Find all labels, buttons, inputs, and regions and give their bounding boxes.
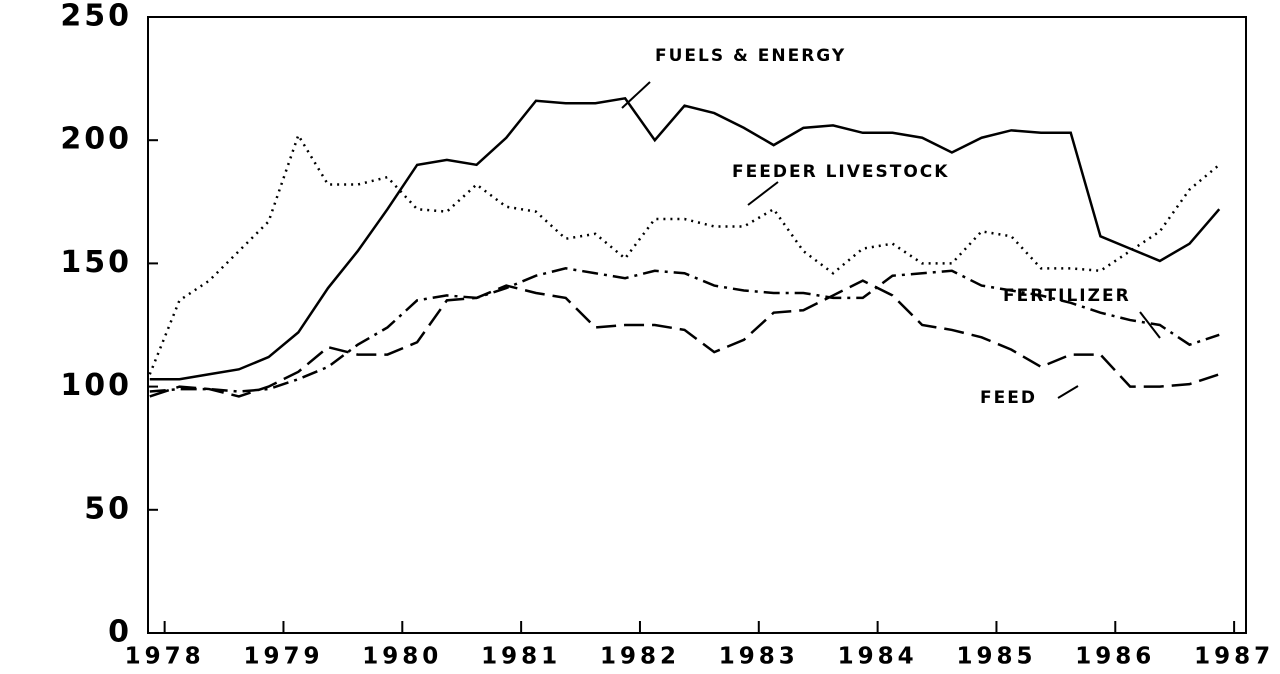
x-tick-label: 1978 (125, 644, 205, 670)
series-label: FERTILIZER (1003, 286, 1131, 306)
series-line (148, 132, 1221, 375)
y-tick-label: 50 (84, 491, 132, 526)
plot-frame (147, 16, 1247, 634)
x-tick-label: 1979 (243, 644, 323, 670)
series-label: FEED (980, 388, 1037, 408)
series-label: FUELS & ENERGY (655, 46, 846, 66)
leader-line (621, 81, 651, 109)
x-tick-label: 1987 (1194, 644, 1274, 670)
x-tick-label: 1983 (719, 644, 799, 670)
y-tick-label: 100 (60, 368, 132, 403)
y-tick-label: 200 (60, 122, 132, 157)
x-tick-label: 1985 (956, 644, 1036, 670)
leader-line (747, 181, 779, 206)
x-tick-label: 1981 (481, 644, 561, 670)
series-line (149, 96, 1221, 381)
y-tick-label: 150 (60, 245, 132, 280)
leader-line (1057, 385, 1079, 399)
x-tick-label: 1986 (1075, 644, 1155, 670)
series-line (149, 267, 1220, 393)
x-tick-label: 1980 (362, 644, 442, 670)
x-tick-label: 1984 (838, 644, 918, 670)
y-tick-label: 0 (108, 615, 132, 650)
series-line (149, 279, 1220, 398)
y-tick-label: 250 (60, 0, 132, 34)
x-tick-label: 1982 (600, 644, 680, 670)
leader-line (1139, 311, 1161, 339)
series-label: FEEDER LIVESTOCK (732, 162, 949, 182)
